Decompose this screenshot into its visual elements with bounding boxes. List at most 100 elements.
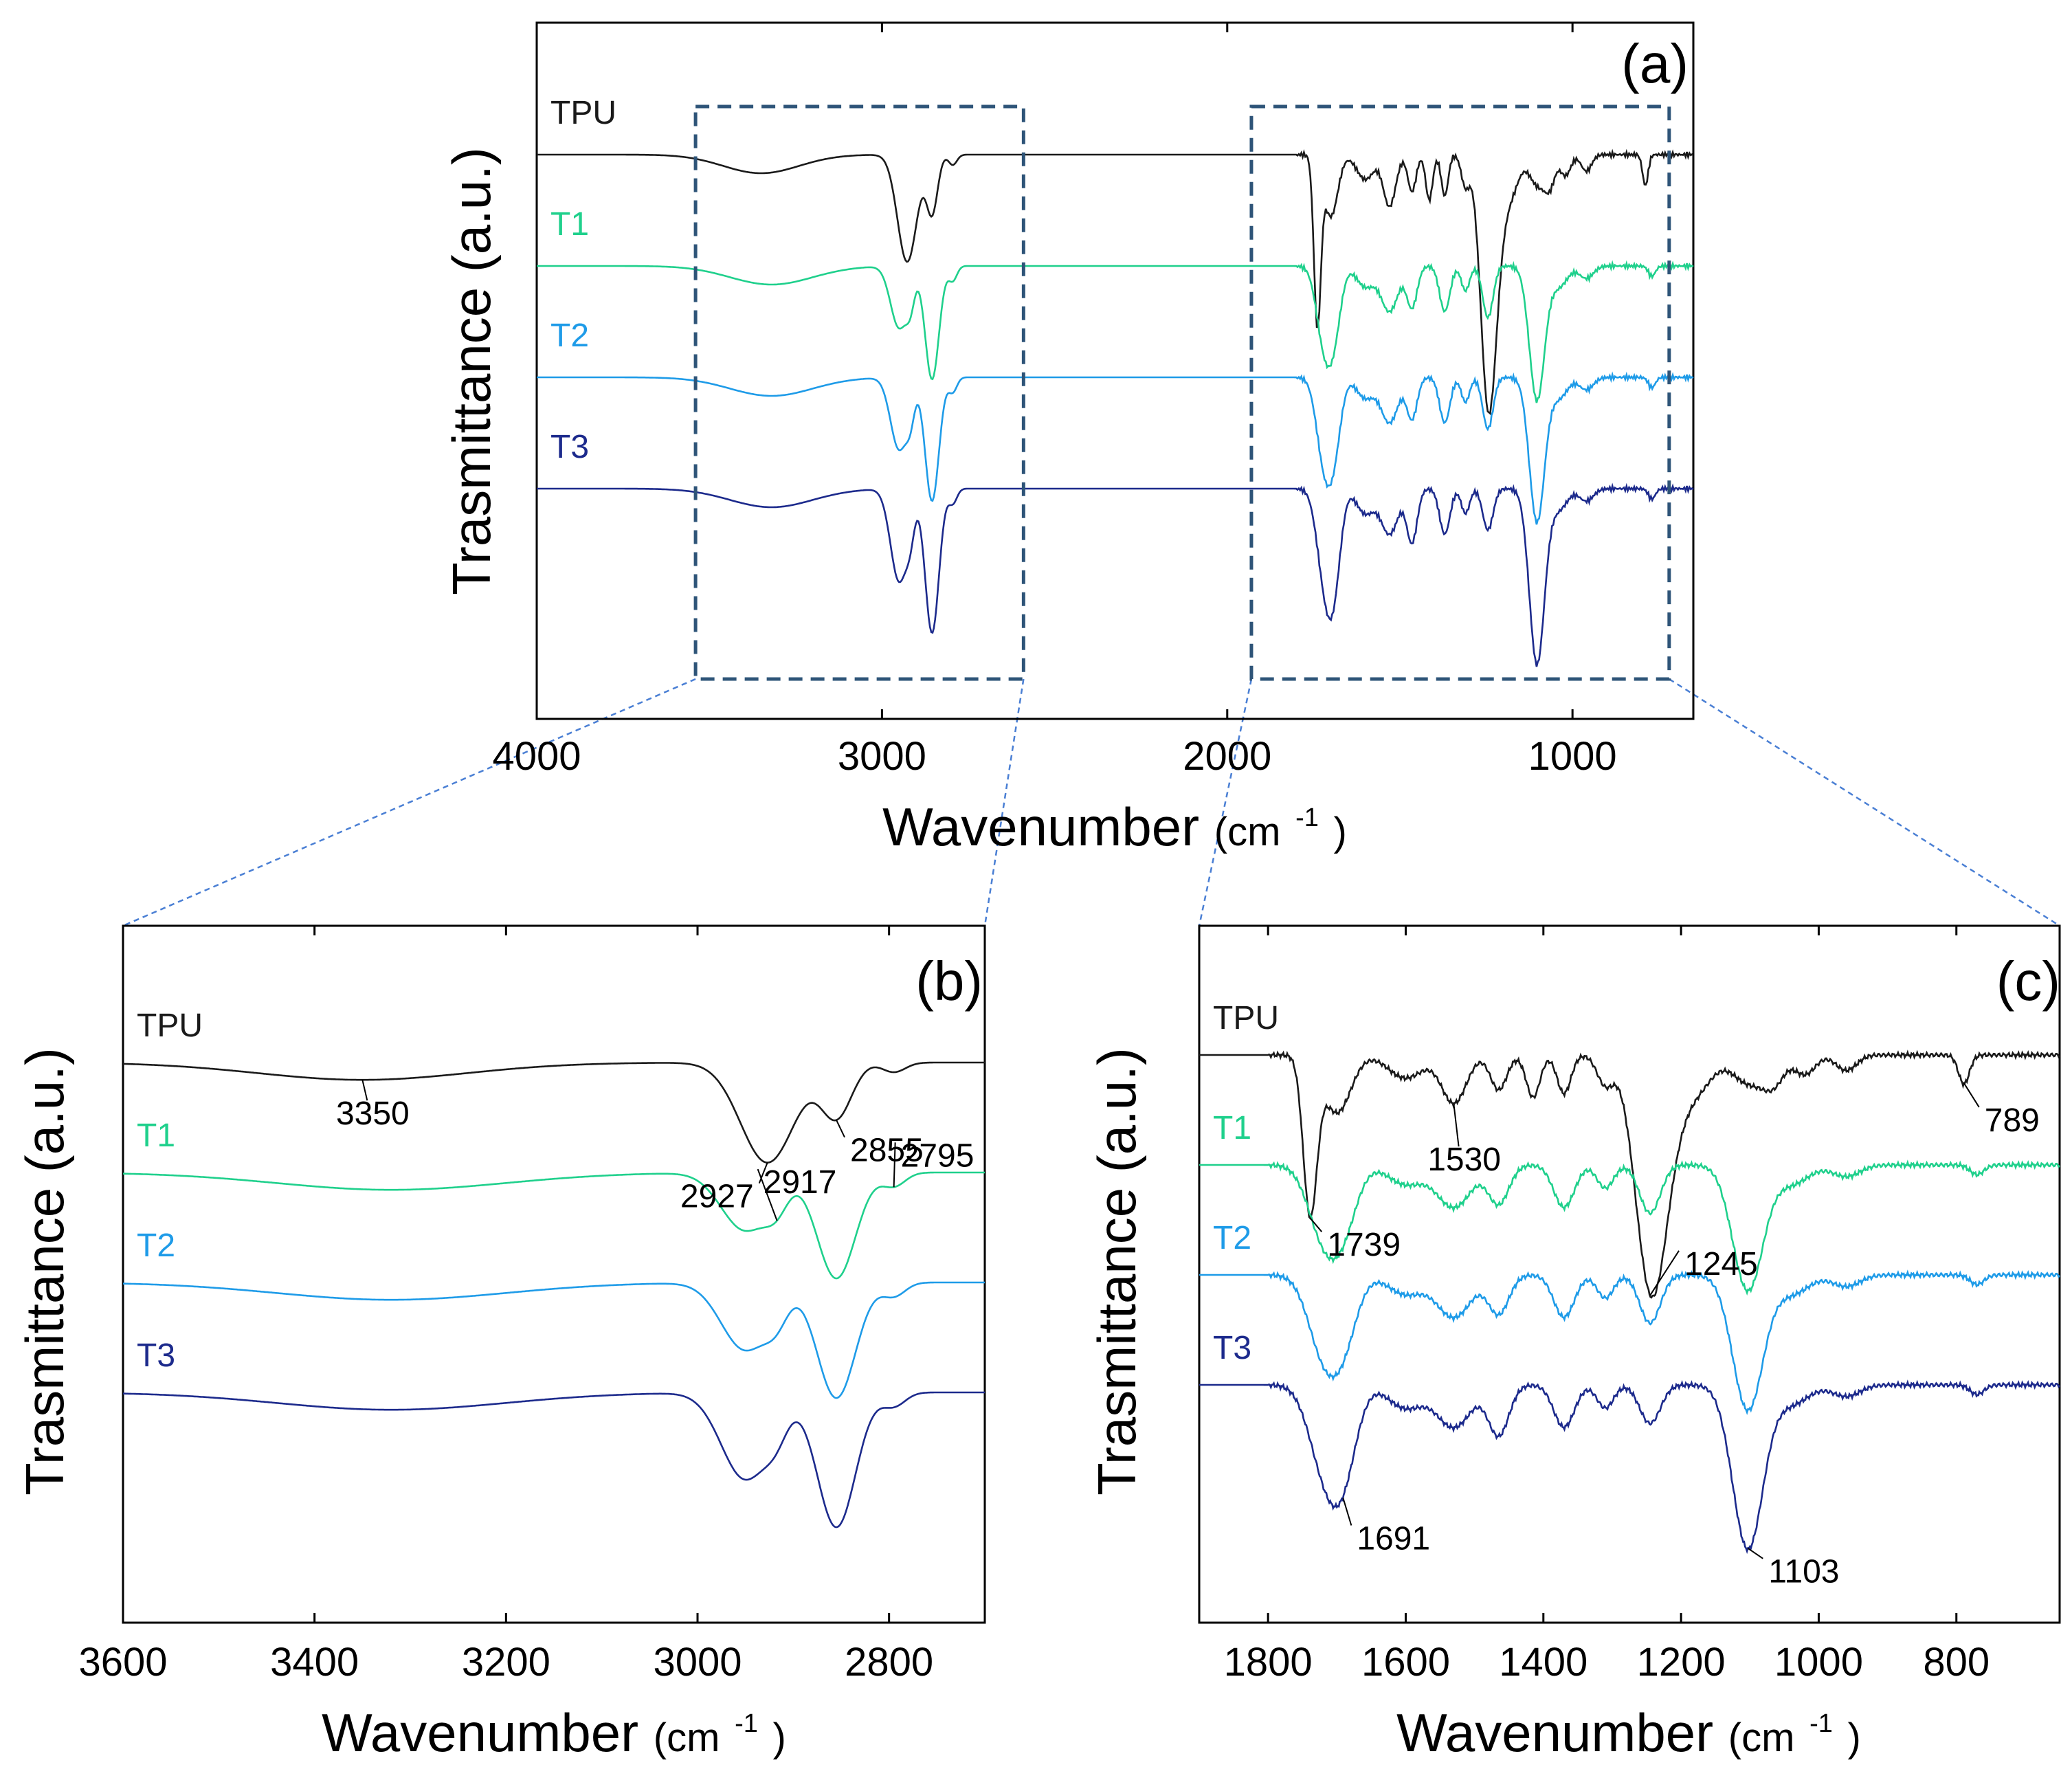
x-title-exp: -1 (1809, 1709, 1833, 1738)
panel-c-x-ticks: 1800 1600 1400 1200 1000 800 (1224, 926, 1990, 1685)
x-tick-label: 3000 (838, 734, 926, 779)
panel-b-y-axis-title: Trasmittance (a.u.) (14, 1047, 75, 1496)
x-title-word: Wavenumber (1396, 1702, 1713, 1763)
x-title-word: Wavenumber (882, 797, 1199, 857)
series-label-t3: T3 (1213, 1330, 1251, 1366)
x-tick-label: 800 (1923, 1640, 1990, 1685)
zoom-connectors (122, 678, 2060, 927)
series-label-t3: T3 (550, 429, 589, 465)
panel-a: 4000 3000 2000 1000 TPU T1 T2 T3 (a) Trasmitta… (441, 21, 1695, 857)
peak-label-1739: 1739 (1327, 1227, 1401, 1263)
panel-c-y-axis-title: Trasmittance (a.u.) (1087, 1047, 1147, 1496)
series-line-t1 (537, 260, 1694, 403)
peak-label-2927: 2927 (680, 1179, 754, 1215)
peak-label-1245: 1245 (1684, 1246, 1758, 1282)
panel-b-x-ticks: 3600 3400 3200 3000 2800 (78, 926, 933, 1685)
panel-b-x-axis-title: Wavenumber (cm -1 ) (322, 1683, 786, 1763)
panel-c-peak-annotations: 1739 1530 1245 789 1691 1103 (1309, 1082, 2040, 1590)
series-label-t1: T1 (1213, 1110, 1251, 1146)
series-line-t3 (1199, 1379, 2061, 1555)
peak-label-789: 789 (1985, 1102, 2040, 1139)
x-tick-label: 1600 (1361, 1640, 1450, 1685)
x-tick-label: 1000 (1528, 734, 1617, 779)
peak-leader-1739 (1309, 1217, 1323, 1232)
series-label-tpu: TPU (1213, 1000, 1279, 1036)
peak-leader-1245 (1649, 1250, 1680, 1296)
x-title-unit: (cm (1214, 810, 1281, 854)
panel-b-series-labels: TPU T1 T2 T3 (137, 1008, 203, 1374)
peak-label-1530: 1530 (1427, 1142, 1501, 1178)
panel-b-label: (b) (915, 951, 983, 1012)
zoom-connector-c-1 (1669, 678, 2060, 927)
peak-label-2855: 2855 (850, 1133, 924, 1169)
series-line-t2 (1199, 1269, 2061, 1415)
zoom-box-c (1249, 104, 1671, 681)
x-tick-label: 1000 (1774, 1640, 1863, 1685)
panel-a-x-axis-title: Wavenumber (cm -1 ) (882, 777, 1347, 857)
peak-label-3350: 3350 (336, 1096, 410, 1132)
x-tick-label: 2800 (845, 1640, 933, 1685)
panel-c-x-axis-title: Wavenumber (cm -1 ) (1396, 1683, 1861, 1763)
peak-leader-789 (1963, 1082, 1980, 1108)
x-tick-label: 3200 (462, 1640, 550, 1685)
series-line-t1 (123, 1171, 985, 1280)
x-title-close: ) (773, 1715, 786, 1760)
peak-label-1691: 1691 (1357, 1520, 1430, 1557)
x-title-unit: (cm (1728, 1715, 1795, 1760)
panel-a-y-axis-title: Trasmittance (a.u.) (441, 147, 502, 595)
peak-leader-1103 (1747, 1547, 1763, 1559)
series-label-t1: T1 (550, 206, 589, 243)
panel-a-frame (535, 21, 1695, 720)
panel-b: 3600 3400 3200 3000 2800 TPU T1 T2 T3 3350 2927 2… (14, 924, 986, 1763)
series-label-t2: T2 (550, 318, 589, 354)
series-line-t2 (537, 371, 1694, 525)
x-tick-label: 1200 (1637, 1640, 1726, 1685)
zoom-connector-b-0 (122, 678, 696, 927)
peak-leader-2917 (757, 1168, 778, 1221)
panel-b-frame (122, 924, 986, 1624)
x-title-close: ) (1848, 1715, 1861, 1760)
series-line-tpu (1199, 1049, 2061, 1299)
panel-c-series-labels: TPU T1 T2 T3 (1213, 1000, 1279, 1366)
panel-a-zoom-boxes (693, 104, 1671, 681)
peak-label-2795: 2795 (901, 1137, 974, 1174)
series-label-tpu: TPU (137, 1008, 203, 1044)
panel-a-series-labels: TPU T1 T2 T3 (550, 95, 616, 465)
panel-c-label: (c) (1996, 951, 2060, 1012)
peak-leader-1530 (1453, 1104, 1460, 1147)
x-tick-label: 3600 (78, 1640, 167, 1685)
x-tick-label: 4000 (492, 734, 581, 779)
series-label-t3: T3 (137, 1337, 175, 1374)
series-line-t3 (123, 1391, 985, 1529)
x-tick-label: 1800 (1224, 1640, 1313, 1685)
panel-c: 1800 1600 1400 1200 1000 800 TPU T1 T2 T3 1739 15… (1087, 924, 2061, 1763)
panel-a-curves (537, 148, 1694, 667)
x-tick-label: 2000 (1183, 734, 1271, 779)
x-title-exp: -1 (1295, 803, 1319, 832)
x-tick-label: 1400 (1499, 1640, 1588, 1685)
series-line-t3 (537, 482, 1694, 667)
series-label-t2: T2 (1213, 1220, 1251, 1256)
peak-leader-2927 (758, 1162, 768, 1183)
panel-b-curves (123, 1061, 985, 1529)
series-line-t2 (123, 1281, 985, 1399)
series-line-tpu (537, 148, 1694, 416)
series-line-tpu (123, 1061, 985, 1164)
peak-label-1103: 1103 (1768, 1554, 1839, 1590)
zoom-connector-b-1 (983, 678, 1025, 926)
series-line-t1 (1199, 1159, 2061, 1296)
panel-c-curves (1199, 1049, 2061, 1555)
x-title-word: Wavenumber (322, 1702, 638, 1763)
x-tick-label: 3000 (653, 1640, 742, 1685)
x-title-exp: -1 (735, 1709, 758, 1738)
peak-leader-1691 (1342, 1498, 1352, 1526)
series-label-t1: T1 (137, 1118, 175, 1154)
x-title-unit: (cm (654, 1715, 720, 1760)
peak-leader-2855 (836, 1120, 845, 1138)
peak-leader-2795 (893, 1142, 896, 1188)
peak-leader-3350 (361, 1079, 368, 1101)
panel-b-peak-annotations: 3350 2927 2855 2917 2795 (336, 1079, 974, 1221)
x-title-close: ) (1334, 810, 1347, 854)
panel-a-x-ticks: 4000 3000 2000 1000 (492, 23, 1617, 779)
series-label-tpu: TPU (550, 95, 616, 131)
